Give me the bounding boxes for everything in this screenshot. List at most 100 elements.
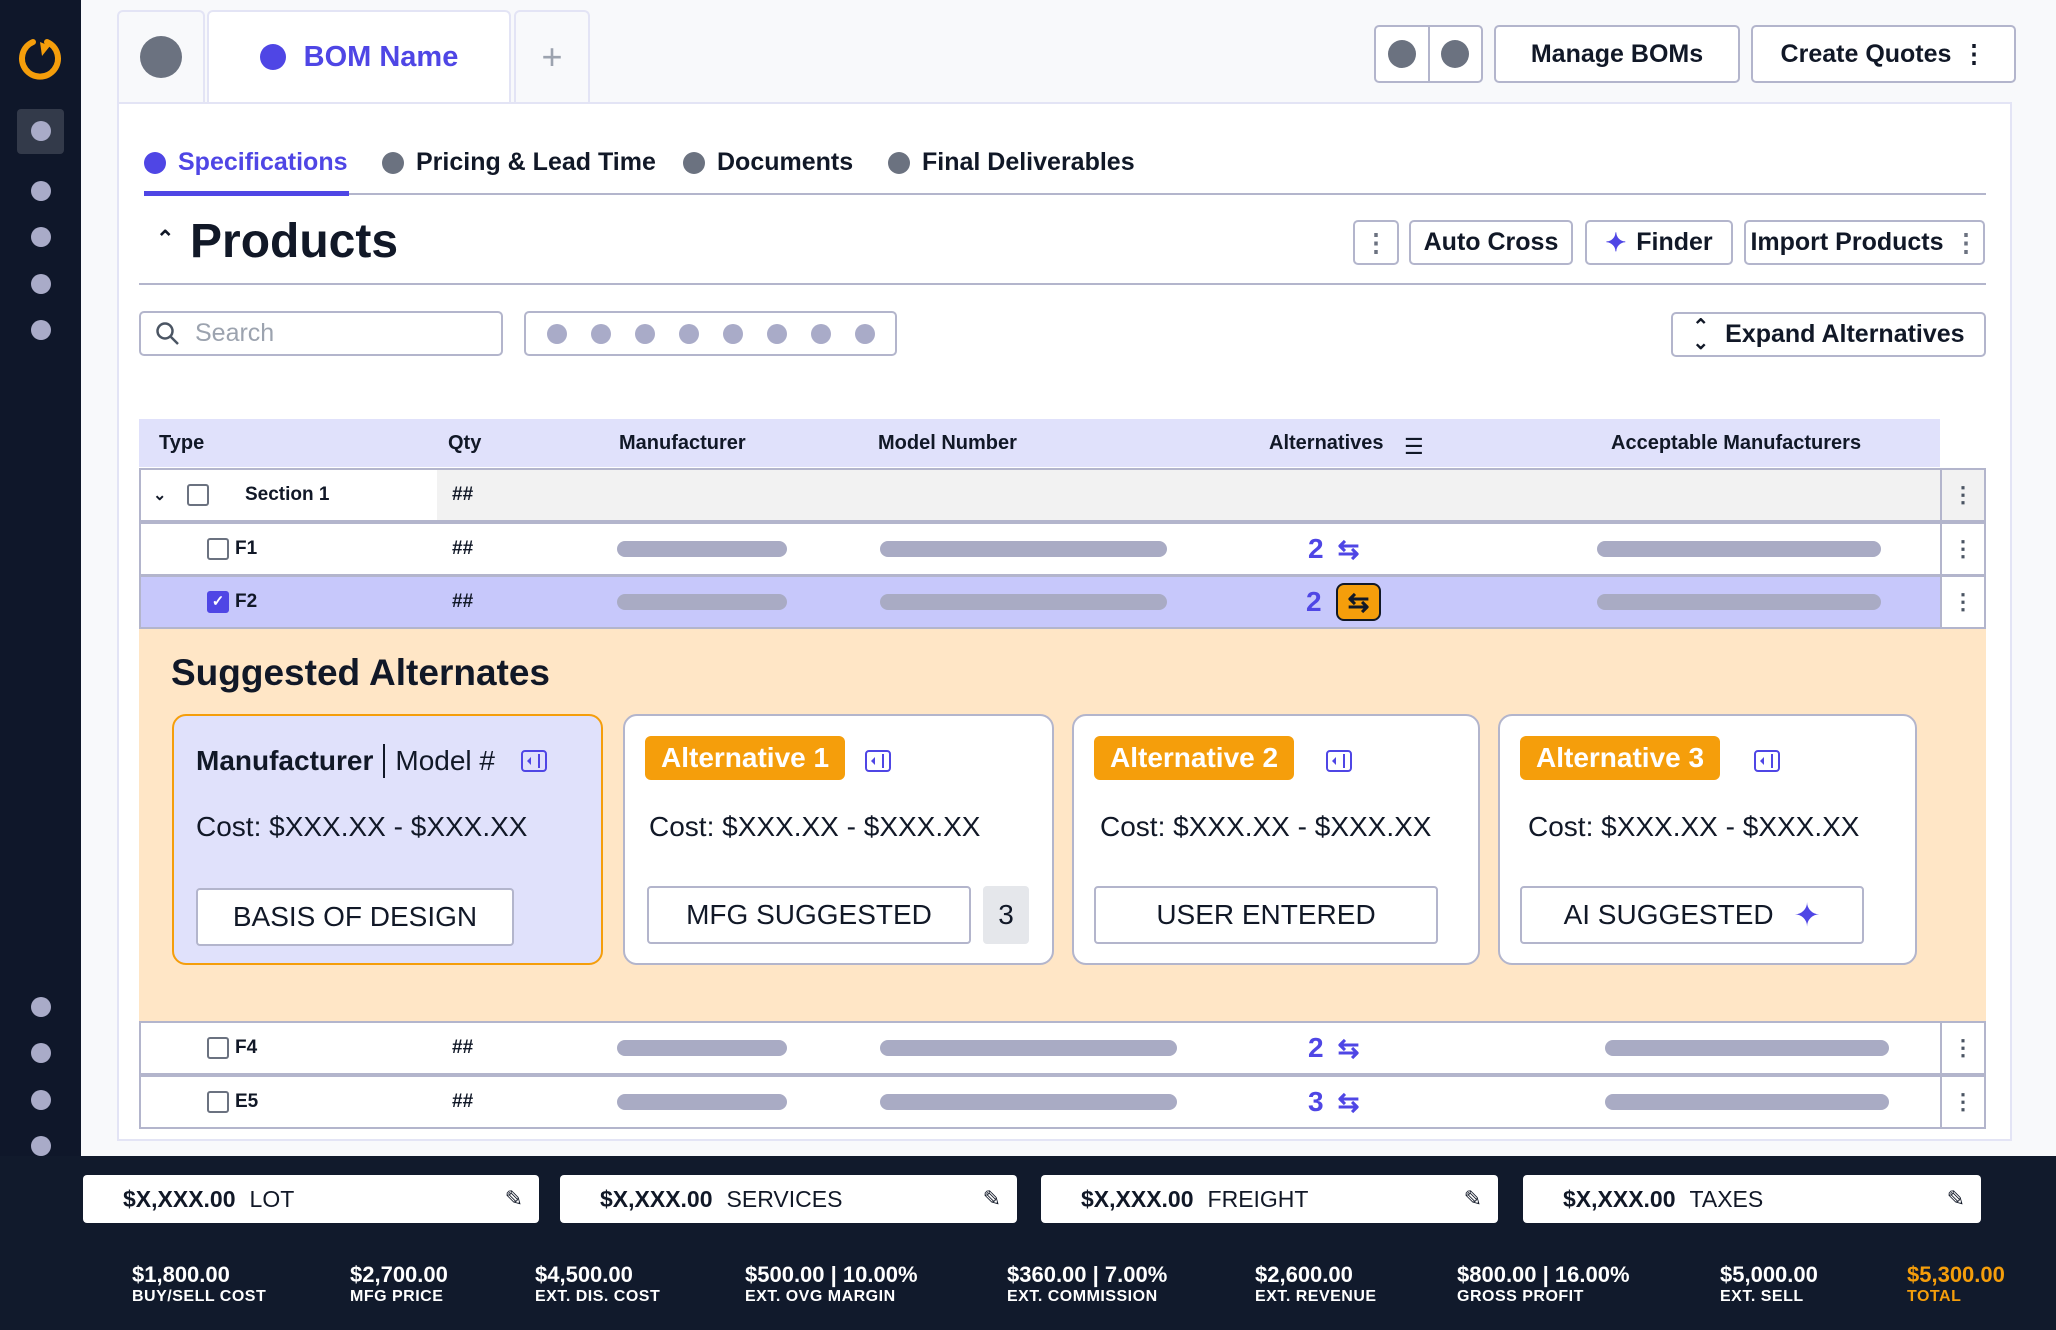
column-qty[interactable]: Qty <box>448 432 482 454</box>
sidebar-item-icon[interactable] <box>31 320 51 340</box>
column-model-number[interactable]: Model Number <box>878 432 1017 454</box>
row-type: F1 <box>235 538 258 559</box>
table-row[interactable]: E5 ## 3 ⇆ ⋮ <box>139 1075 1986 1129</box>
import-products-button[interactable]: Import Products ⋮ <box>1744 220 1985 265</box>
section-checkbox[interactable] <box>187 484 209 506</box>
row-more-button[interactable]: ⋮ <box>1940 1023 1984 1073</box>
alternative-cost: Cost: $XXX.XX - $XXX.XX <box>649 811 981 842</box>
sidebar-item-icon[interactable] <box>31 274 51 294</box>
filter-chip[interactable] <box>766 323 787 344</box>
column-type[interactable]: Type <box>159 432 205 454</box>
stat-total: $5,300.00 TOTAL <box>1907 1262 2005 1305</box>
ai-suggested-tag[interactable]: AI SUGGESTED ✦ <box>1520 886 1864 944</box>
stat-buy-sell-cost: $1,800.00 BUY/SELL COST <box>132 1262 267 1305</box>
sidebar-item-icon[interactable] <box>31 121 51 141</box>
fee-taxes[interactable]: $X,XXX.00 TAXES ✎ <box>1523 1175 1981 1223</box>
row-type: F2 <box>235 591 258 612</box>
products-divider <box>139 283 1986 285</box>
swap-icon[interactable]: ⇆ <box>1337 1086 1360 1117</box>
row-checkbox[interactable] <box>207 1037 229 1059</box>
column-alternatives[interactable]: Alternatives <box>1269 432 1384 454</box>
column-acceptable-manufacturers[interactable]: Acceptable Manufacturers <box>1611 432 1862 454</box>
alternatives-cell[interactable]: 2 ⇆ <box>1308 524 1359 574</box>
fee-services[interactable]: $X,XXX.00 SERVICES ✎ <box>560 1175 1017 1223</box>
fee-label: TAXES <box>1689 1185 1764 1212</box>
sidebar-item-icon[interactable] <box>31 181 51 201</box>
alternatives-cell[interactable]: 2 ⇆ <box>1306 577 1382 627</box>
expand-alternatives-button[interactable]: ⌃ ⌄ Expand Alternatives <box>1671 312 1986 357</box>
table-row[interactable]: F4 ## 2 ⇆ ⋮ <box>139 1021 1986 1075</box>
row-checkbox[interactable] <box>207 1091 229 1113</box>
sidebar-item-icon[interactable] <box>31 1043 51 1063</box>
section-row[interactable]: ⌄ Section 1 ## ⋮ <box>139 468 1986 522</box>
filter-chip[interactable] <box>678 323 699 344</box>
alternatives-count: 2 <box>1308 1032 1324 1063</box>
swap-icon[interactable]: ⇆ <box>1337 533 1360 564</box>
table-row-selected[interactable]: ✓ F2 ## 2 ⇆ ⋮ <box>139 575 1986 629</box>
view-option-2[interactable] <box>1430 27 1482 81</box>
row-checkbox-checked[interactable]: ✓ <box>207 591 229 613</box>
create-quotes-button[interactable]: Create Quotes ⋮ <box>1751 25 2016 83</box>
collapse-chevron-icon[interactable]: ⌄ <box>153 487 167 504</box>
filter-chip[interactable] <box>590 323 611 344</box>
section-label: Section 1 <box>245 484 330 505</box>
tab-documents[interactable]: Documents <box>683 148 853 177</box>
tab-final-deliverables[interactable]: Final Deliverables <box>888 148 1135 177</box>
add-tab-button[interactable]: + <box>514 10 590 102</box>
swap-icon-active[interactable]: ⇆ <box>1335 583 1382 621</box>
side-panel-icon[interactable] <box>865 750 891 772</box>
filter-icon[interactable]: ☰ <box>1404 434 1424 459</box>
basis-card[interactable]: Manufacturer Model # Cost: $XXX.XX - $XX… <box>172 714 603 965</box>
swap-icon[interactable]: ⇆ <box>1337 1032 1360 1063</box>
side-panel-icon[interactable] <box>1326 750 1352 772</box>
row-more-button[interactable]: ⋮ <box>1940 1077 1984 1127</box>
finder-button[interactable]: ✦ Finder <box>1585 220 1733 265</box>
filter-chip[interactable] <box>854 323 875 344</box>
alternative-card[interactable]: Alternative 2 Cost: $XXX.XX - $XXX.XX US… <box>1072 714 1480 965</box>
bom-tab[interactable]: BOM Name <box>207 10 511 102</box>
filter-chips[interactable] <box>524 311 897 356</box>
search-input[interactable]: Search <box>139 311 503 356</box>
filter-chip[interactable] <box>634 323 655 344</box>
filter-chip[interactable] <box>722 323 743 344</box>
edit-icon[interactable]: ✎ <box>1463 1186 1482 1211</box>
products-more-button[interactable]: ⋮ <box>1353 220 1399 265</box>
row-more-button[interactable]: ⋮ <box>1940 577 1984 627</box>
alternative-card[interactable]: Alternative 3 Cost: $XXX.XX - $XXX.XX AI… <box>1498 714 1917 965</box>
collapse-chevron-icon[interactable]: ⌃ <box>156 226 175 251</box>
sidebar-item-icon[interactable] <box>31 997 51 1017</box>
tab-specifications[interactable]: Specifications <box>144 148 348 177</box>
row-more-button[interactable]: ⋮ <box>1940 470 1984 520</box>
basis-of-design-tag[interactable]: BASIS OF DESIGN <box>196 888 514 946</box>
sidebar-item-icon[interactable] <box>31 227 51 247</box>
home-tab[interactable] <box>117 10 205 102</box>
mfg-suggested-tag[interactable]: MFG SUGGESTED <box>647 886 971 944</box>
fee-lot[interactable]: $X,XXX.00 LOT ✎ <box>83 1175 539 1223</box>
side-panel-icon[interactable] <box>1754 750 1780 772</box>
view-toggle[interactable] <box>1374 25 1483 83</box>
view-option-1[interactable] <box>1376 27 1430 81</box>
sidebar-item-icon[interactable] <box>31 1090 51 1110</box>
alternatives-cell[interactable]: 3 ⇆ <box>1308 1077 1359 1127</box>
edit-icon[interactable]: ✎ <box>982 1186 1001 1211</box>
manage-boms-button[interactable]: Manage BOMs <box>1494 25 1740 83</box>
acceptable-placeholder <box>1597 594 1881 610</box>
fee-freight[interactable]: $X,XXX.00 FREIGHT ✎ <box>1041 1175 1498 1223</box>
user-entered-tag[interactable]: USER ENTERED <box>1094 886 1438 944</box>
sidebar-item-icon[interactable] <box>31 1136 51 1156</box>
column-manufacturer[interactable]: Manufacturer <box>619 432 746 454</box>
filter-chip[interactable] <box>810 323 831 344</box>
row-more-button[interactable]: ⋮ <box>1940 524 1984 574</box>
edit-icon[interactable]: ✎ <box>504 1186 523 1211</box>
side-panel-icon[interactable] <box>521 750 547 772</box>
alternative-badge: Alternative 3 <box>1520 736 1721 780</box>
alternatives-cell[interactable]: 2 ⇆ <box>1308 1023 1359 1073</box>
alternative-card[interactable]: Alternative 1 Cost: $XXX.XX - $XXX.XX MF… <box>623 714 1054 965</box>
logo-icon[interactable] <box>16 34 64 82</box>
auto-cross-button[interactable]: Auto Cross <box>1409 220 1573 265</box>
table-row[interactable]: F1 ## 2 ⇆ ⋮ <box>139 522 1986 576</box>
filter-chip[interactable] <box>546 323 567 344</box>
edit-icon[interactable]: ✎ <box>1946 1186 1965 1211</box>
row-checkbox[interactable] <box>207 538 229 560</box>
tab-pricing[interactable]: Pricing & Lead Time <box>382 148 656 177</box>
